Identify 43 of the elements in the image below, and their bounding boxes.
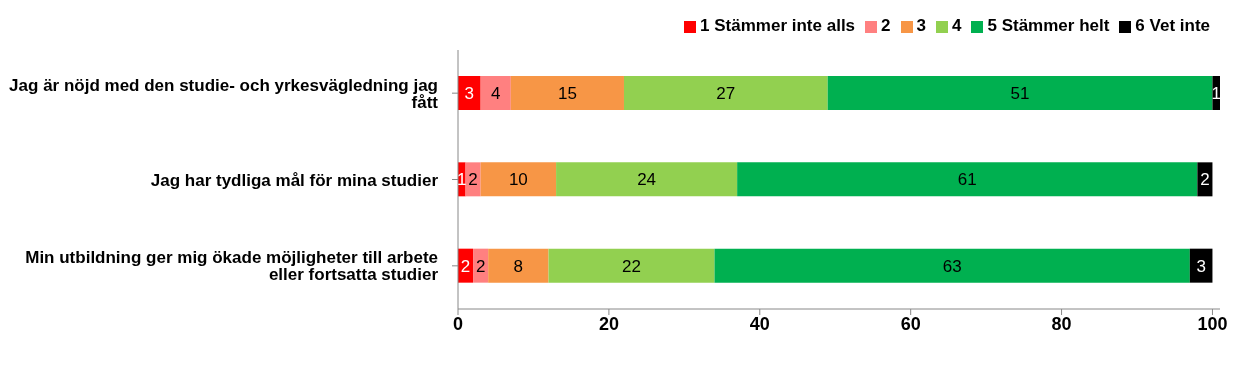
bar bbox=[480, 162, 557, 197]
y-tick-label: Jag har tydliga mål för mina studier bbox=[150, 170, 439, 190]
data-label: 3 bbox=[1196, 256, 1206, 276]
x-tick-label: 80 bbox=[1051, 313, 1072, 334]
data-label: 1 bbox=[457, 170, 467, 190]
x-tick-label: 40 bbox=[749, 313, 770, 334]
data-label: 22 bbox=[622, 256, 641, 276]
legend-label: 2 bbox=[881, 16, 891, 35]
bar bbox=[827, 76, 1213, 110]
data-label: 15 bbox=[557, 84, 577, 104]
data-label: 24 bbox=[637, 170, 657, 190]
bar bbox=[556, 162, 738, 197]
legend-label: 6 Vet inte bbox=[1135, 16, 1210, 35]
bar bbox=[510, 76, 624, 110]
data-label: 2 bbox=[468, 170, 478, 190]
legend-label: 4 bbox=[952, 16, 962, 35]
bar bbox=[480, 76, 511, 110]
bar bbox=[737, 162, 1198, 197]
x-tick-label: 20 bbox=[598, 313, 619, 334]
legend-label: 5 Stämmer helt bbox=[987, 16, 1110, 35]
data-label: 2 bbox=[1200, 170, 1210, 190]
bar bbox=[623, 76, 828, 110]
data-label: 61 bbox=[957, 170, 977, 190]
legend-label: 1 Stämmer inte alls bbox=[700, 16, 856, 35]
data-label: 3 bbox=[464, 84, 475, 104]
data-label: 2 bbox=[475, 256, 486, 276]
data-label: 8 bbox=[513, 256, 524, 276]
x-tick-label: 60 bbox=[900, 313, 921, 334]
x-tick-label: 0 bbox=[452, 313, 464, 334]
bar bbox=[548, 248, 715, 283]
data-label: 2 bbox=[460, 256, 471, 276]
data-label: 63 bbox=[942, 256, 962, 276]
x-tick-label: 100 bbox=[1197, 313, 1228, 334]
data-label: 4 bbox=[490, 84, 501, 104]
y-tick-label: Jag är nöjd med den studie- och yrkesvägledning jag fått bbox=[9, 75, 439, 112]
data-label: 27 bbox=[716, 84, 736, 104]
data-label: 10 bbox=[508, 170, 528, 190]
bar bbox=[714, 248, 1190, 283]
y-tick-label: Min utbildning ger mig ökade möjligheter till arbete eller fortsatta studier bbox=[25, 248, 439, 285]
legend-label: 3 bbox=[916, 16, 926, 35]
data-label: 51 bbox=[1010, 84, 1030, 104]
data-label: 1 bbox=[1211, 84, 1221, 104]
bar bbox=[488, 248, 549, 283]
